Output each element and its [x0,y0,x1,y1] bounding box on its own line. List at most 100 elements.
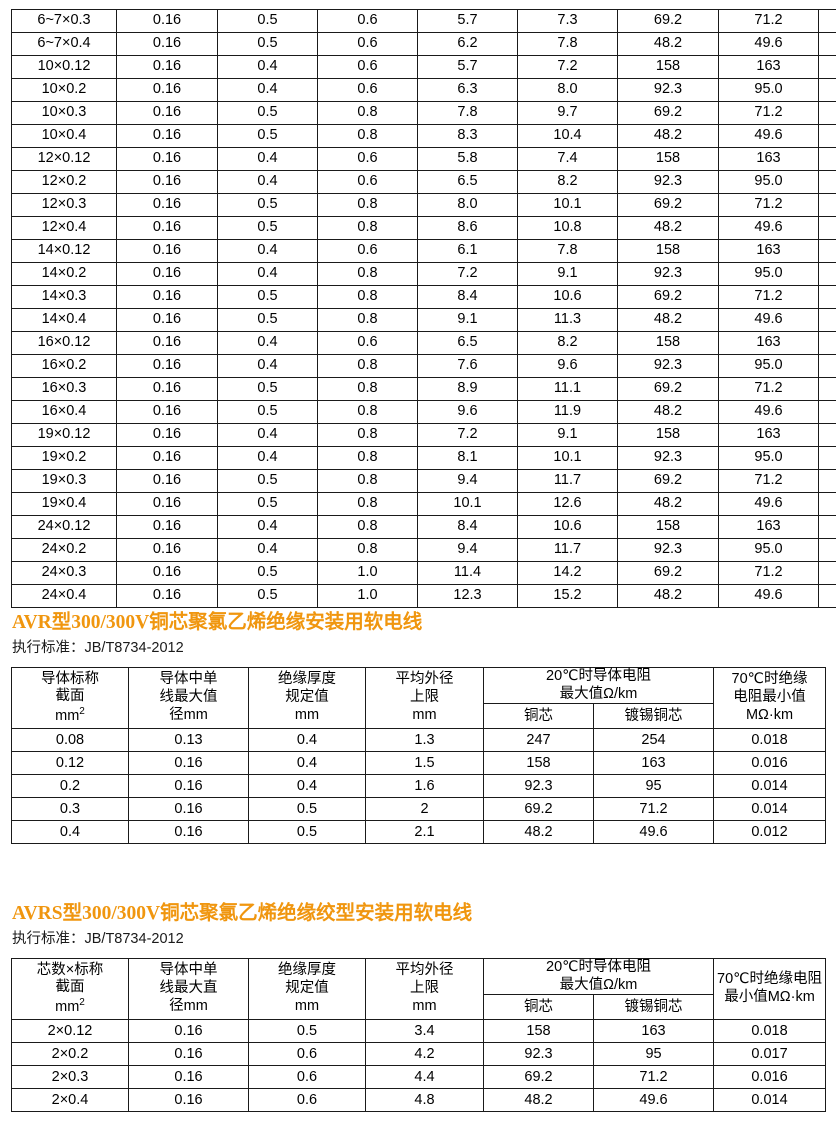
continued-table-cell: 95.0 [718,170,819,194]
avrs-header-cores-nominal-section: 芯数×标称 截面 mm2 [11,957,129,1021]
avr-table-cell: 163 [592,751,715,776]
continued-table-cell: 0.016 [818,515,836,539]
avrs-table-cell: 69.2 [483,1065,594,1090]
avr-header-insulation-resistance-l1: 70℃时绝缘 [731,671,808,688]
continued-table-cell: 10.6 [517,515,618,539]
avr-table-cell: 1.6 [365,774,484,799]
continued-table-cell: 49.6 [718,584,819,608]
continued-table-cell: 0.014 [818,561,836,585]
continued-table-cell: 0.5 [217,193,318,217]
continued-table-cell: 0.013 [818,124,836,148]
continued-table-cell: 0.16 [116,423,218,447]
continued-table-cell: 9.1 [517,423,618,447]
avrs-table-cell: 71.2 [592,1065,715,1090]
avrs-table-cell: 0.6 [248,1088,366,1113]
continued-table-cell: 10.6 [517,285,618,309]
avr-header-row-2: 铜芯 镀锡铜芯 [12,703,826,730]
continued-table-cell: 11.7 [517,538,618,562]
continued-table-cell: 0.014 [818,285,836,309]
avr-table-cell: 0.16 [128,797,249,822]
table-row: 16×0.30.160.50.88.911.169.271.20.014 [11,377,836,401]
avrs-table-cell: 3.4 [365,1019,484,1044]
continued-table-cell: 0.4 [217,515,318,539]
continued-table-cell: 6.5 [417,331,518,355]
continued-table-cell: 92.3 [617,446,719,470]
continued-table-cell: 7.2 [417,262,518,286]
avr-table-cell: 1.5 [365,751,484,776]
continued-table-cell: 0.8 [317,216,418,240]
avr-header-insulation-thickness-l3: mm [294,706,320,723]
continued-table-cell: 69.2 [617,377,719,401]
continued-table-cell: 24×0.3 [11,561,117,585]
avr-table-cell: 0.4 [11,820,129,845]
continued-table-cell: 11.4 [417,561,518,585]
continued-table-cell: 10.8 [517,216,618,240]
continued-table-cell: 12×0.12 [11,147,117,171]
table-row: 14×0.20.160.40.87.29.192.395.00.014 [11,262,836,286]
avr-table-cell: 48.2 [483,820,594,845]
avrs-header-cores-nominal-section-l3: mm2 [55,996,85,1015]
continued-table-cell: 0.8 [317,285,418,309]
avrs-section: AVRS型300/300V铜芯聚氯乙烯绝缘绞型安装用软电线 执行标准：JB/T8… [11,903,827,1113]
avrs-table-cell: 48.2 [483,1088,594,1113]
continued-table-cell: 8.2 [517,331,618,355]
table-row: 2×0.12 0.16 0.5 3.4 158 163 0.018 [11,1019,827,1044]
continued-table-cell: 48.2 [617,584,719,608]
avr-header-avg-outer-dia: 平均外径 上限 mm [365,666,484,730]
avr-table-cell: 0.014 [713,797,827,822]
continued-table-cell: 11.9 [517,400,618,424]
avr-header-max-wire-dia: 导体中单 线最大值 径mm [128,666,249,730]
avrs-spec-table: 芯数×标称 截面 mm2 导体中单 线最大直 径mm 绝缘厚度 规定值 mm [11,957,827,1113]
continued-table-cell: 10.1 [517,193,618,217]
table-row: 6~7×0.40.160.50.66.27.848.249.60.013 [11,32,836,56]
continued-table-cell: 0.8 [317,515,418,539]
avrs-header-resistance-group: 20℃时导体电阻 最大值Ω/km [482,957,715,996]
avrs-header-avg-outer-dia: 平均外径 上限 mm [365,957,484,1021]
continued-table-cell: 11.1 [517,377,618,401]
continued-table-cell: 14×0.3 [11,285,117,309]
continued-table-cell: 6.2 [417,32,518,56]
continued-table-cell: 0.6 [317,239,418,263]
continued-table-cell: 0.16 [116,377,218,401]
avr-header-max-wire-dia-l1: 导体中单 [159,671,218,688]
avrs-table-cell: 0.16 [128,1019,249,1044]
continued-table-cell: 7.2 [417,423,518,447]
avr-header-row-1: 导体标称 截面 mm2 导体中单 线最大值 径mm 绝缘厚度 规定值 mm [11,666,827,730]
continued-table-cell: 0.16 [116,55,218,79]
avr-table-cell: 0.012 [713,820,827,845]
continued-table-cell: 1.0 [317,584,418,608]
table-row: 24×0.120.160.40.88.410.61581630.016 [11,515,836,539]
continued-table-cell: 0.4 [217,354,318,378]
avr-table-cell: 69.2 [483,797,594,822]
avrs-table-cell: 2×0.2 [11,1042,129,1067]
avrs-header-max-wire-dia: 导体中单 线最大直 径mm [128,957,249,1021]
continued-table-cell: 0.16 [116,400,218,424]
continued-table-cell: 0.4 [217,78,318,102]
continued-table-cell: 0.6 [317,32,418,56]
table-row: 10×0.40.160.50.88.310.448.249.60.013 [11,124,836,148]
avr-header-resistance-group: 20℃时导体电阻 最大值Ω/km [482,666,715,705]
continued-table-cell: 12×0.2 [11,170,117,194]
continued-table-cell: 158 [617,515,719,539]
continued-table-cell: 14×0.2 [11,262,117,286]
continued-table-cell: 8.4 [417,515,518,539]
continued-table-cell: 12.6 [517,492,618,516]
continued-table-cell: 6.1 [417,239,518,263]
continued-table-cell: 9.6 [517,354,618,378]
avr-table-cell: 0.5 [248,820,366,845]
table-row: 24×0.40.160.51.012.315.248.249.60.013 [11,584,836,608]
continued-table-cell: 92.3 [617,262,719,286]
continued-table-cell: 0.5 [217,124,318,148]
avr-table-cell: 0.12 [11,751,129,776]
continued-table-cell: 163 [718,331,819,355]
avrs-header-cores-nominal-section-l2: 截面 [55,979,85,996]
continued-table-cell: 0.4 [217,446,318,470]
avrs-header-insulation-thickness: 绝缘厚度 规定值 mm [248,957,366,1021]
continued-table-cell: 0.6 [317,55,418,79]
table-row: 10×0.20.160.40.66.38.092.395.00.014 [11,78,836,102]
continued-table-cell: 163 [718,423,819,447]
avrs-header-avg-outer-dia-l2: 上限 [410,980,439,997]
table-row: 14×0.40.160.50.89.111.348.249.60.013 [11,308,836,332]
table-row: 24×0.30.160.51.011.414.269.271.20.014 [11,561,836,585]
